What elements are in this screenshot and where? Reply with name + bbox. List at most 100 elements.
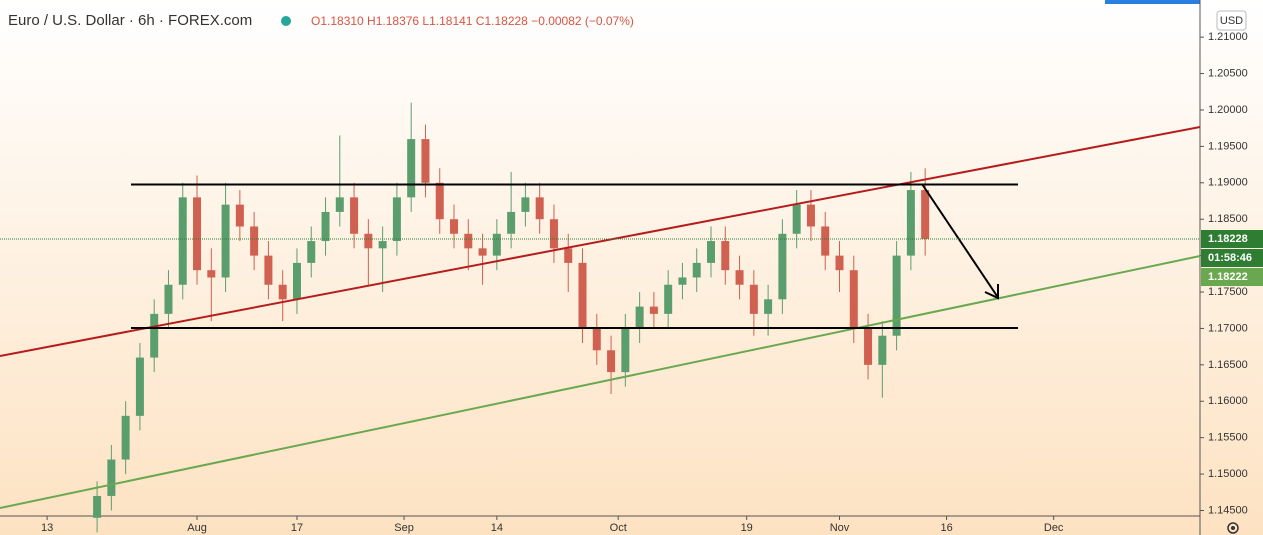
candle-body — [549, 219, 558, 249]
candle-body — [193, 197, 202, 271]
last-price-tag — [1201, 230, 1263, 249]
candle-body — [749, 284, 758, 314]
candle-body — [107, 459, 116, 496]
red-trendline — [0, 126, 1201, 357]
last-price-label: 1.18228 — [1208, 233, 1248, 245]
candle-body — [492, 233, 501, 256]
candle-body — [164, 284, 173, 314]
candle-body — [93, 495, 102, 518]
candle-body — [806, 204, 815, 227]
y-tick-label: 1.15000 — [1208, 468, 1248, 480]
candle-body — [321, 211, 330, 242]
candle-body — [678, 277, 687, 285]
candle-body — [835, 255, 844, 271]
candle-body — [649, 306, 658, 314]
candle-body — [278, 284, 287, 300]
candle-body — [378, 241, 387, 249]
candle-body — [464, 233, 473, 249]
x-tick-label: Oct — [610, 522, 627, 534]
candle-body — [407, 139, 416, 198]
candle-body — [707, 241, 716, 263]
y-tick-label: 1.16500 — [1208, 359, 1248, 371]
candle-body — [792, 204, 801, 234]
candle-body — [592, 328, 601, 351]
ohlc-legend: O1.18310 H1.18376 L1.18141 C1.18228 −0.0… — [311, 14, 634, 28]
y-tick-label: 1.21000 — [1208, 31, 1248, 43]
x-tick-label: Dec — [1044, 522, 1064, 534]
candle-body — [350, 197, 359, 234]
candle-body — [435, 182, 444, 220]
candle-body — [292, 262, 301, 300]
countdown-tag — [1201, 249, 1263, 268]
candle-body — [178, 197, 187, 285]
y-tick-label: 1.17000 — [1208, 322, 1248, 334]
x-tick-label: Sep — [394, 522, 414, 534]
status-dot — [281, 16, 291, 26]
candle-body — [478, 248, 487, 256]
candle-body — [364, 233, 373, 249]
candle-body — [564, 248, 573, 263]
candle-body — [849, 270, 858, 329]
drawings — [0, 126, 1201, 509]
candle-body — [450, 219, 459, 234]
candle-body — [692, 262, 701, 278]
candle-body — [521, 197, 530, 212]
second-price-tag — [1201, 268, 1263, 287]
chart-title: Euro / U.S. Dollar · 6h · FOREX.com — [8, 12, 252, 29]
plot-area — [93, 102, 930, 533]
candle-body — [821, 226, 830, 256]
x-tick-label: Nov — [830, 522, 850, 534]
x-tick-label: 14 — [491, 522, 503, 534]
arrow-head — [984, 284, 999, 300]
y-tick-label: 1.15500 — [1208, 432, 1248, 444]
candle-body — [878, 335, 887, 365]
candle-body — [307, 241, 316, 263]
candle-body — [135, 357, 144, 416]
candle-body — [578, 262, 587, 329]
green-trendline — [0, 255, 1201, 509]
x-tick-label: 19 — [741, 522, 753, 534]
candle-body — [507, 211, 516, 234]
y-tick-label: 1.19000 — [1208, 177, 1248, 189]
gear-center[interactable] — [1231, 526, 1235, 530]
candle-body — [621, 328, 630, 373]
currency-button[interactable] — [1216, 10, 1247, 31]
arrow-shaft — [921, 183, 998, 297]
candle-body — [264, 255, 273, 285]
candle-body — [421, 139, 430, 183]
candle-body — [892, 255, 901, 336]
gear[interactable] — [1227, 522, 1239, 534]
candle-body — [535, 197, 544, 220]
settings-icon[interactable] — [1227, 522, 1239, 534]
x-tick-label: 17 — [291, 522, 303, 534]
candle-body — [150, 313, 159, 358]
currency-label[interactable]: USD — [1220, 15, 1243, 27]
x-tick-label: 13 — [41, 522, 53, 534]
x-tick-label: Aug — [187, 522, 207, 534]
y-tick-label: 1.18500 — [1208, 213, 1248, 225]
candle-body — [664, 284, 673, 314]
y-tick-label: 1.16000 — [1208, 395, 1248, 407]
candle-body — [207, 270, 216, 278]
candle-body — [250, 226, 259, 256]
top-bar — [1105, 0, 1200, 4]
candle-body — [335, 197, 344, 212]
candle-body — [921, 190, 930, 239]
candle-body — [864, 328, 873, 365]
candle-body — [735, 270, 744, 285]
candle-body — [906, 190, 915, 256]
y-tick-label: 1.17500 — [1208, 286, 1248, 298]
candle-body — [235, 204, 244, 227]
y-tick-label: 1.20000 — [1208, 104, 1248, 116]
x-tick-label: 16 — [940, 522, 952, 534]
second-price-label: 1.18222 — [1208, 271, 1248, 283]
y-tick-label: 1.20500 — [1208, 67, 1248, 79]
candle-body — [392, 197, 401, 242]
y-tick-label: 1.14500 — [1208, 504, 1248, 516]
candle-body — [764, 299, 773, 314]
candle-body — [721, 241, 730, 271]
candle-body — [221, 204, 230, 278]
